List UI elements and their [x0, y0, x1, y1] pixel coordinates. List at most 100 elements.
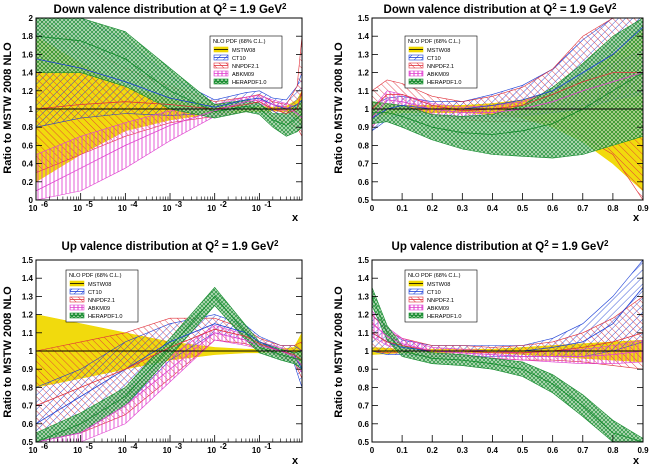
y-tick-label: 1.2	[22, 87, 34, 96]
x-tick-label: 10	[118, 204, 127, 213]
line-ct10	[371, 26, 644, 119]
y-tick-label: 1	[365, 347, 370, 356]
y-tick-label: 1.4	[22, 69, 34, 78]
x-tick-label: 10	[29, 204, 38, 213]
legend-entry-label: ABKM09	[232, 72, 254, 78]
line-nnpdf21	[371, 332, 644, 354]
y-axis-label: Ratio to MSTW 2008 NLO	[333, 286, 345, 418]
y-tick-label: 1.4	[22, 274, 34, 283]
legend-entry-label: CT10	[427, 290, 441, 296]
x-tick-label: 0.5	[517, 446, 529, 455]
x-tick-label: 0.8	[607, 446, 619, 455]
y-tick-label: 1.5	[358, 14, 370, 23]
y-tick-label: 0.5	[22, 438, 34, 447]
y-tick-label: 1.1	[22, 329, 34, 338]
x-tick-exponent: -1	[264, 442, 272, 451]
legend-entry-label: CT10	[232, 56, 246, 62]
x-tick-exponent: -2	[220, 442, 228, 451]
legend-entry-label: NNPDF2.1	[232, 64, 259, 70]
legend: NLO PDF (68% C.L.) MSTW08 CT10 NNPDF2.1 ABKM…	[404, 35, 478, 89]
y-tick-label: 1.3	[358, 292, 370, 301]
legend-entry-label: ABKM09	[427, 72, 449, 78]
line-herapdf10	[35, 295, 303, 443]
y-axis-label: Ratio to MSTW 2008 NLO	[333, 42, 345, 174]
y-tick-label: 0.8	[358, 383, 370, 392]
line-abkm09	[371, 323, 644, 357]
y-tick-label: 0.5	[358, 196, 370, 205]
panel-title: Down valence distribution at Q2 = 1.9 Ge…	[54, 2, 287, 16]
x-axis-label: x	[633, 212, 640, 224]
y-tick-label: 1.5	[22, 256, 34, 265]
line-nnpdf21	[35, 328, 303, 406]
line-herapdf10	[35, 35, 303, 126]
y-tick-label: 0.9	[22, 365, 34, 374]
y-tick-label: 0.7	[358, 402, 370, 411]
x-tick-label: 0.7	[577, 204, 589, 213]
x-tick-exponent: -1	[264, 200, 272, 209]
x-tick-exponent: -3	[175, 442, 183, 451]
x-tick-exponent: -4	[130, 442, 138, 451]
x-tick-label: 0.8	[607, 204, 619, 213]
y-tick-label: 1.3	[22, 292, 34, 301]
y-tick-label: 0.9	[358, 123, 370, 132]
x-tick-label: 0.9	[637, 204, 649, 213]
y-tick-label: 1.8	[22, 32, 34, 41]
x-tick-exponent: -3	[175, 200, 183, 209]
x-tick-label: 10	[73, 446, 82, 455]
x-tick-exponent: -5	[86, 200, 94, 209]
x-tick-exponent: -5	[86, 442, 94, 451]
legend-entry-label: CT10	[88, 290, 102, 296]
x-tick-label: 10	[29, 446, 38, 455]
line-ct10	[35, 58, 303, 110]
panel-up-valence-log: Up valence distribution at Q2 = 1.9 GeV2…	[2, 239, 303, 467]
line-abkm09	[371, 72, 644, 119]
x-tick-exponent: -4	[130, 200, 138, 209]
x-tick-label: 0.4	[487, 446, 499, 455]
y-tick-label: 1.6	[22, 50, 34, 59]
x-tick-label: 10	[252, 446, 261, 455]
line-abkm09	[35, 332, 303, 443]
x-tick-label: 10	[207, 446, 216, 455]
x-tick-label: 10	[163, 446, 172, 455]
y-tick-label: 1.2	[358, 69, 370, 78]
legend: NLO PDF (68% C.L.) MSTW08 CT10 NNPDF2.1 ABKM…	[209, 35, 283, 89]
panel-title: Down valence distribution at Q2 = 1.9 Ge…	[384, 2, 617, 16]
y-tick-label: 0.5	[358, 438, 370, 447]
panel-title: Up valence distribution at Q2 = 1.9 GeV2	[392, 239, 609, 253]
x-tick-label: 0.1	[397, 446, 409, 455]
y-tick-label: 0.2	[22, 178, 34, 187]
y-tick-label: 1.2	[358, 311, 370, 320]
panel-title: Up valence distribution at Q2 = 1.9 GeV2	[62, 239, 279, 253]
y-tick-label: 0.6	[22, 420, 34, 429]
legend-entry-label: MSTW08	[427, 48, 450, 54]
legend-header: NLO PDF (68% C.L.)	[408, 273, 461, 279]
y-tick-label: 1.4	[358, 274, 370, 283]
legend-entry-label: NNPDF2.1	[427, 298, 454, 304]
x-tick-label: 0.2	[427, 446, 439, 455]
x-tick-label: 0.9	[637, 446, 649, 455]
legend-entry-label: ABKM09	[88, 306, 110, 312]
x-tick-label: 0	[370, 204, 375, 213]
legend-entry-label: NNPDF2.1	[427, 64, 454, 70]
legend: NLO PDF (68% C.L.) MSTW08 CT10 NNPDF2.1 ABKM…	[404, 269, 478, 323]
x-tick-label: 0	[370, 446, 375, 455]
legend-entry-label: MSTW08	[427, 282, 450, 288]
y-tick-label: 0.8	[22, 123, 34, 132]
y-tick-label: 1.3	[358, 50, 370, 59]
x-tick-label: 10	[163, 204, 172, 213]
legend-header: NLO PDF (68% C.L.)	[408, 39, 461, 45]
y-tick-label: 0.6	[358, 178, 370, 187]
y-tick-label: 0.8	[358, 141, 370, 150]
legend-entry-label: HERAPDF1.0	[232, 80, 267, 86]
x-tick-label: 0.3	[457, 204, 469, 213]
x-tick-label: 0.6	[547, 204, 559, 213]
legend-entry-label: HERAPDF1.0	[88, 314, 123, 320]
panel-up-valence-linear: Up valence distribution at Q2 = 1.9 GeV2…	[333, 239, 649, 467]
y-tick-label: 0	[29, 196, 34, 205]
legend-header: NLO PDF (68% C.L.)	[213, 39, 266, 45]
x-tick-exponent: -6	[41, 442, 49, 451]
legend-entry-label: HERAPDF1.0	[427, 80, 462, 86]
y-tick-label: 1.4	[358, 32, 370, 41]
x-tick-exponent: -6	[41, 200, 49, 209]
x-tick-label: 0.4	[487, 204, 499, 213]
